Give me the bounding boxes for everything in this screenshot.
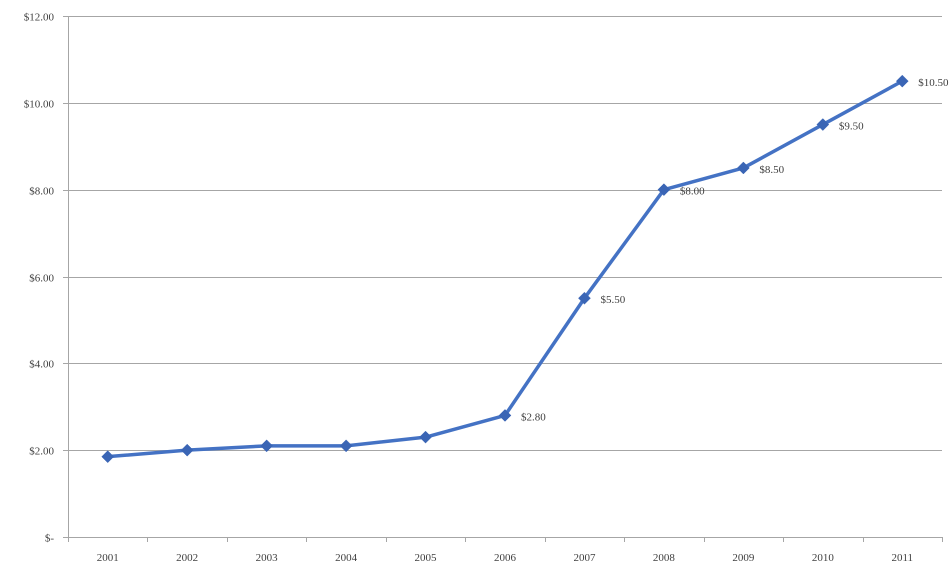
data-point-2003: [260, 439, 273, 453]
data-label-2007: $5.50: [600, 294, 625, 306]
series: [101, 74, 909, 464]
y-tick-label: $8.00: [29, 186, 54, 198]
x-tick-label-2007: 2007: [573, 552, 596, 564]
y-tick-label: $4.00: [29, 359, 54, 371]
data-label-2010: $9.50: [839, 121, 864, 133]
data-point-2008: [657, 183, 671, 197]
x-tick-label-2008: 2008: [653, 552, 676, 564]
gridlines: [68, 16, 942, 451]
data-point-2001: [101, 450, 115, 464]
x-tick-label-2009: 2009: [732, 552, 755, 564]
x-tick-label-2005: 2005: [415, 552, 438, 564]
data-label-2011: $10.50: [918, 77, 949, 89]
y-tick-label: $10.00: [24, 99, 55, 111]
data-point-2004: [339, 439, 353, 453]
x-tick-label-2002: 2002: [176, 552, 198, 564]
y-tick-label: $6.00: [29, 273, 54, 285]
data-point-2002: [180, 443, 194, 457]
x-tick-label-2003: 2003: [256, 552, 279, 564]
y-tick-label: $-: [45, 533, 55, 545]
x-tick-label-2001: 2001: [97, 552, 119, 564]
data-labels: $2.80 $5.50 $8.00 $8.50 $9.50 $10.50: [521, 77, 949, 423]
data-label-2009: $8.50: [759, 164, 784, 176]
y-tick-label: $12.00: [24, 12, 55, 24]
axes: [63, 16, 943, 542]
data-point-2011: [895, 74, 909, 88]
data-point-2005: [419, 430, 432, 444]
y-tick-label: $2.00: [29, 446, 54, 458]
data-point-2006: [498, 409, 512, 422]
x-axis-tick-labels: 2001 2002 2003 2004 2005 2006 2007 2008 2009 2010…: [97, 552, 913, 564]
x-tick-label-2006: 2006: [494, 552, 517, 564]
x-tick-label-2010: 2010: [812, 552, 835, 564]
y-axis-tick-labels: $- $2.00 $4.00 $6.00 $8.00 $10.00 $12.00: [24, 12, 55, 545]
data-label-2008: $8.00: [680, 186, 705, 198]
x-tick-label-2011: 2011: [891, 552, 913, 564]
x-tick-label-2004: 2004: [335, 552, 358, 564]
data-label-2006: $2.80: [521, 411, 546, 423]
data-point-2009: [737, 161, 750, 175]
data-point-2010: [816, 118, 830, 131]
data-point-2007: [578, 291, 591, 305]
